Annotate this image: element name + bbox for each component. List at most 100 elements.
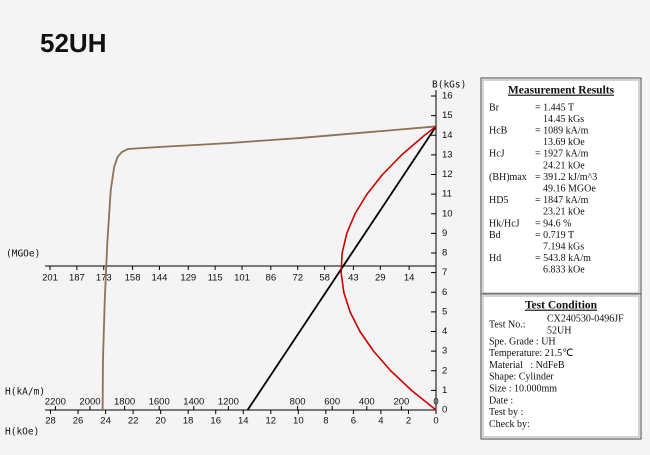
- x3-tick-label: 58: [319, 273, 330, 284]
- y-tick-label: 5: [442, 306, 447, 317]
- curve: [340, 125, 437, 411]
- y-tick-label: 1: [442, 385, 447, 396]
- test-line: Check by:: [489, 419, 530, 430]
- test-line: Shape: Cylinder: [489, 372, 554, 383]
- result-label: (BH)max: [489, 172, 527, 183]
- x-tick-label: 200: [393, 397, 409, 408]
- x2-tick-label: 22: [128, 416, 139, 427]
- result-label: HcJ: [489, 149, 505, 160]
- panel-title: Test Condition: [525, 300, 598, 312]
- x2-tick-label: 28: [45, 416, 56, 427]
- x2-tick-label: 4: [378, 416, 383, 427]
- x3-tick-label: 43: [348, 273, 359, 284]
- x-tick-label: 600: [324, 397, 340, 408]
- x-axis-label: H(kA/m): [5, 387, 45, 398]
- x2-tick-label: 26: [73, 416, 84, 427]
- result-value: = 1927 kA/m: [535, 149, 589, 160]
- x-tick-label: 1400: [183, 397, 204, 408]
- x3-tick-label: 86: [266, 273, 277, 284]
- result-value: = 1089 kA/m: [535, 125, 589, 136]
- y-tick-label: 8: [442, 248, 447, 259]
- measurement-panel-inner: [482, 79, 640, 294]
- x2-tick-label: 8: [323, 416, 328, 427]
- x3-tick-label: 29: [375, 273, 386, 284]
- result-value: 24.21 kOe: [543, 160, 585, 171]
- x-tick-label: 400: [359, 397, 375, 408]
- result-value: = 94.6 %: [535, 218, 571, 229]
- result-label: Hk/HcJ: [489, 218, 520, 229]
- result-value: 13.69 kOe: [543, 137, 585, 148]
- x-tick-label: 1800: [114, 397, 135, 408]
- result-value: = 1847 kA/m: [535, 195, 589, 206]
- y-tick-label: 2: [442, 365, 447, 376]
- x2-axis-label: H(kOe): [5, 427, 39, 438]
- chart-title: 52UH: [40, 28, 106, 58]
- result-value: 49.16 MGOe: [543, 183, 596, 194]
- result-value: = 391.2 kJ/m^3: [535, 172, 597, 183]
- x3-tick-label: 187: [69, 273, 85, 284]
- x-tick-label: 0: [433, 397, 438, 408]
- x2-tick-label: 24: [100, 416, 111, 427]
- y-tick-label: 14: [442, 130, 453, 141]
- x-tick-label: 1600: [149, 397, 170, 408]
- x2-tick-label: 14: [238, 416, 249, 427]
- x3-axis-label: (MGOe): [6, 249, 40, 260]
- x2-tick-label: 2: [406, 416, 411, 427]
- result-label: Br: [489, 102, 500, 113]
- y-tick-label: 15: [442, 110, 453, 121]
- x3-tick-label: 14: [404, 273, 415, 284]
- measurement-panel: [480, 77, 642, 296]
- y-tick-label: 13: [442, 149, 453, 160]
- test-panel: [480, 293, 642, 440]
- result-label: Bd: [489, 230, 501, 241]
- x3-tick-label: 144: [152, 273, 168, 284]
- x2-tick-label: 12: [265, 416, 276, 427]
- y-tick-label: 4: [442, 326, 447, 337]
- curve: [101, 125, 437, 411]
- result-label: HcB: [489, 125, 508, 136]
- x3-tick-label: 201: [42, 273, 58, 284]
- x3-tick-label: 101: [234, 273, 250, 284]
- result-value: 7.194 kGs: [543, 241, 584, 252]
- x3-tick-label: 115: [208, 273, 223, 284]
- y-tick-label: 7: [442, 267, 447, 278]
- x2-tick-label: 6: [351, 416, 356, 427]
- result-value: 14.45 kGs: [543, 114, 584, 125]
- x2-tick-label: 20: [155, 416, 166, 427]
- y-axis-label: B(kGs): [432, 80, 466, 91]
- x3-tick-label: 173: [96, 273, 112, 284]
- x3-tick-label: 72: [292, 273, 303, 284]
- y-tick-label: 12: [442, 169, 453, 180]
- x2-tick-label: 16: [210, 416, 221, 427]
- y-tick-label: 10: [442, 208, 453, 219]
- x2-tick-label: 10: [293, 416, 304, 427]
- y-tick-label: 6: [442, 287, 447, 298]
- test-line: Temperature: 21.5℃: [489, 348, 573, 359]
- result-value: 6.833 kOe: [543, 265, 585, 276]
- result-label: HD5: [489, 195, 508, 206]
- test-line: Spe. Grade : UH: [489, 336, 556, 347]
- y-tick-label: 11: [442, 189, 452, 200]
- result-label: Hd: [489, 253, 501, 264]
- y-tick-label: 0: [442, 405, 447, 416]
- x-tick-label: 800: [290, 397, 306, 408]
- test-line: Size : 10.000mm: [489, 383, 557, 394]
- x-tick-label: 2200: [45, 397, 66, 408]
- x-tick-label: 1200: [218, 397, 239, 408]
- x3-tick-label: 129: [180, 273, 196, 284]
- panel-title: Measurement Results: [508, 85, 615, 97]
- y-tick-label: 16: [442, 91, 453, 102]
- result-value: = 0.719 T: [535, 230, 574, 241]
- x-tick-label: 2000: [79, 397, 100, 408]
- test-panel-inner: [482, 295, 640, 438]
- y-tick-label: 9: [442, 228, 447, 239]
- test-line: Material : NdFeB: [489, 360, 565, 371]
- x3-tick-label: 158: [125, 273, 141, 284]
- result-value: 23.21 kOe: [543, 207, 585, 218]
- x2-tick-label: 0: [433, 416, 438, 427]
- result-value: = 1.445 T: [535, 102, 574, 113]
- x2-tick-label: 18: [183, 416, 194, 427]
- y-tick-label: 3: [442, 346, 447, 357]
